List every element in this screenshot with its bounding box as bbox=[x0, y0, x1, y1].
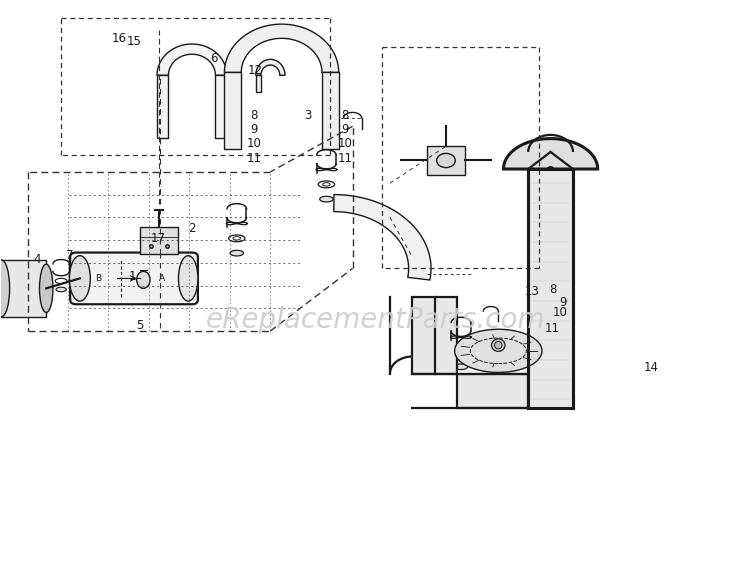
Text: 8: 8 bbox=[549, 283, 556, 296]
Text: eReplacementParts.com: eReplacementParts.com bbox=[206, 305, 544, 333]
Text: 15: 15 bbox=[127, 35, 142, 47]
Text: 3: 3 bbox=[304, 108, 311, 122]
Ellipse shape bbox=[230, 250, 244, 256]
Text: 10: 10 bbox=[338, 137, 352, 150]
Polygon shape bbox=[334, 195, 431, 280]
Polygon shape bbox=[224, 73, 242, 149]
Ellipse shape bbox=[436, 154, 455, 168]
Polygon shape bbox=[528, 169, 573, 408]
Ellipse shape bbox=[491, 339, 505, 351]
Polygon shape bbox=[413, 297, 458, 373]
Text: 6: 6 bbox=[211, 52, 218, 65]
Text: 10: 10 bbox=[553, 306, 568, 319]
Ellipse shape bbox=[494, 341, 502, 349]
Text: 8: 8 bbox=[341, 108, 349, 122]
Text: 9: 9 bbox=[559, 296, 566, 309]
Text: 8: 8 bbox=[251, 108, 258, 122]
Text: 9: 9 bbox=[251, 123, 258, 136]
FancyBboxPatch shape bbox=[70, 252, 198, 304]
Ellipse shape bbox=[136, 271, 150, 288]
Polygon shape bbox=[157, 44, 226, 75]
Text: A: A bbox=[159, 274, 165, 283]
Text: 11: 11 bbox=[338, 152, 352, 165]
Polygon shape bbox=[256, 59, 285, 75]
Polygon shape bbox=[140, 227, 178, 254]
Text: 11: 11 bbox=[544, 321, 560, 335]
Text: B: B bbox=[95, 274, 101, 283]
Text: 1: 1 bbox=[128, 271, 136, 283]
Ellipse shape bbox=[454, 364, 468, 369]
Text: 5: 5 bbox=[136, 319, 143, 332]
Text: 13: 13 bbox=[524, 285, 539, 297]
Polygon shape bbox=[2, 260, 46, 317]
Polygon shape bbox=[427, 146, 465, 175]
Text: 11: 11 bbox=[247, 152, 262, 165]
Ellipse shape bbox=[320, 196, 333, 202]
Polygon shape bbox=[256, 75, 261, 93]
Polygon shape bbox=[215, 75, 226, 138]
Text: 7: 7 bbox=[67, 249, 74, 262]
Ellipse shape bbox=[70, 256, 90, 301]
Text: 14: 14 bbox=[644, 361, 659, 375]
Text: 12: 12 bbox=[248, 64, 263, 77]
Ellipse shape bbox=[178, 256, 198, 301]
Polygon shape bbox=[322, 73, 339, 149]
Text: 17: 17 bbox=[151, 232, 166, 245]
Polygon shape bbox=[458, 373, 528, 408]
Polygon shape bbox=[503, 139, 598, 169]
Ellipse shape bbox=[0, 260, 10, 317]
Ellipse shape bbox=[56, 287, 67, 292]
Polygon shape bbox=[157, 75, 169, 138]
Text: 2: 2 bbox=[188, 222, 196, 235]
Text: 9: 9 bbox=[341, 123, 349, 136]
Text: 16: 16 bbox=[112, 32, 127, 45]
Ellipse shape bbox=[40, 264, 53, 312]
Text: 10: 10 bbox=[247, 137, 262, 150]
Text: 4: 4 bbox=[34, 254, 41, 267]
Polygon shape bbox=[454, 329, 542, 372]
Polygon shape bbox=[224, 24, 339, 73]
